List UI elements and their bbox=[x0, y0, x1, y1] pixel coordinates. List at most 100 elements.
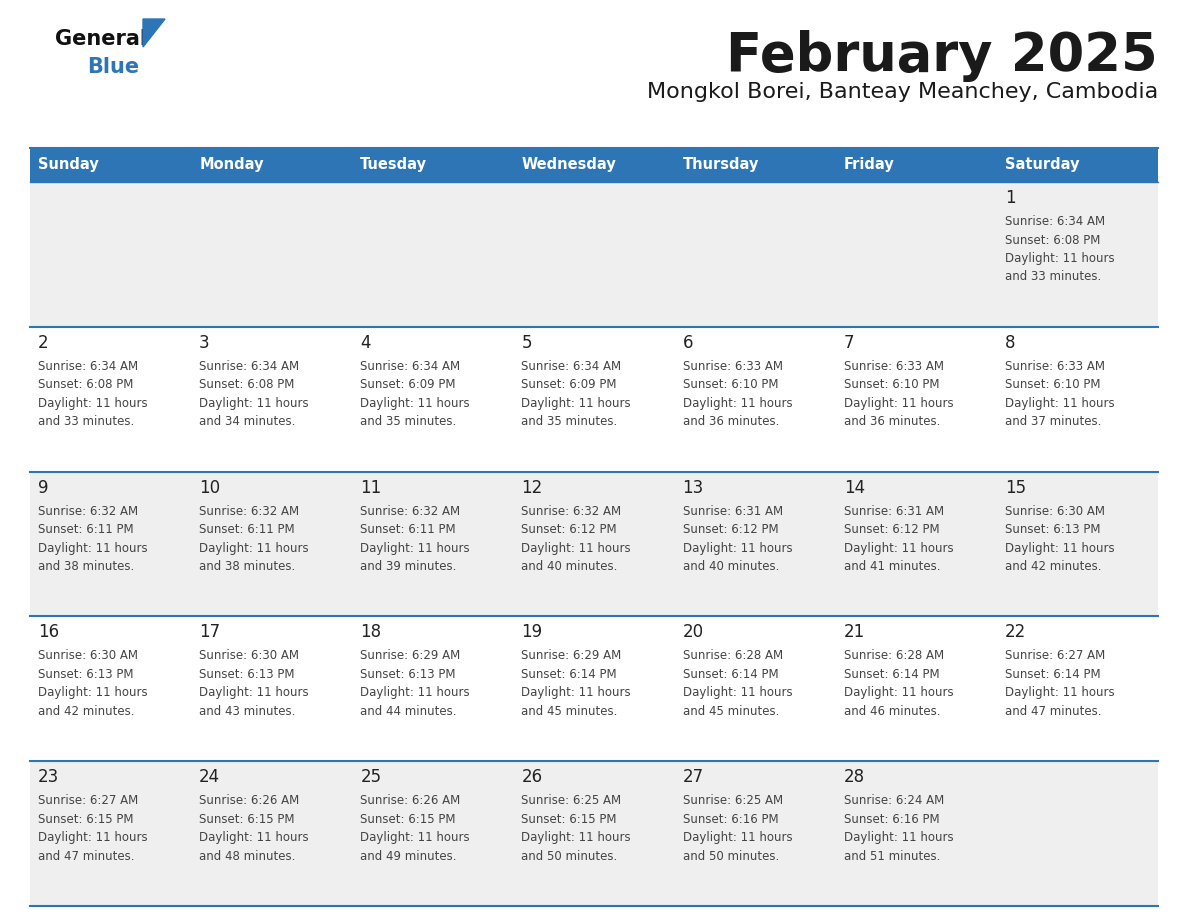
Text: and 49 minutes.: and 49 minutes. bbox=[360, 850, 456, 863]
Bar bbox=[353, 148, 513, 182]
Text: Sunrise: 6:26 AM: Sunrise: 6:26 AM bbox=[360, 794, 461, 807]
Text: Thursday: Thursday bbox=[683, 158, 759, 173]
Text: Sunset: 6:11 PM: Sunset: 6:11 PM bbox=[360, 523, 456, 536]
Text: 26: 26 bbox=[522, 768, 543, 786]
Text: and 35 minutes.: and 35 minutes. bbox=[360, 415, 456, 429]
Text: 17: 17 bbox=[200, 623, 220, 642]
Text: and 34 minutes.: and 34 minutes. bbox=[200, 415, 296, 429]
Text: Sunrise: 6:28 AM: Sunrise: 6:28 AM bbox=[683, 649, 783, 663]
Bar bbox=[675, 761, 835, 906]
Text: Daylight: 11 hours: Daylight: 11 hours bbox=[843, 687, 953, 700]
Text: Sunrise: 6:30 AM: Sunrise: 6:30 AM bbox=[1005, 505, 1105, 518]
Text: Sunset: 6:12 PM: Sunset: 6:12 PM bbox=[522, 523, 617, 536]
Bar bbox=[353, 472, 513, 616]
Text: Sunset: 6:15 PM: Sunset: 6:15 PM bbox=[522, 812, 617, 825]
Bar bbox=[513, 616, 675, 761]
Text: and 45 minutes.: and 45 minutes. bbox=[522, 705, 618, 718]
Bar bbox=[191, 472, 353, 616]
Bar bbox=[30, 761, 191, 906]
Text: Sunset: 6:16 PM: Sunset: 6:16 PM bbox=[683, 812, 778, 825]
Text: Daylight: 11 hours: Daylight: 11 hours bbox=[200, 397, 309, 409]
Text: Sunrise: 6:29 AM: Sunrise: 6:29 AM bbox=[522, 649, 621, 663]
Text: Daylight: 11 hours: Daylight: 11 hours bbox=[1005, 542, 1114, 554]
Text: Sunrise: 6:26 AM: Sunrise: 6:26 AM bbox=[200, 794, 299, 807]
Text: and 48 minutes.: and 48 minutes. bbox=[200, 850, 296, 863]
Bar bbox=[353, 327, 513, 472]
Text: Sunrise: 6:34 AM: Sunrise: 6:34 AM bbox=[38, 360, 138, 373]
Text: Daylight: 11 hours: Daylight: 11 hours bbox=[200, 542, 309, 554]
Text: Sunrise: 6:30 AM: Sunrise: 6:30 AM bbox=[200, 649, 299, 663]
Text: and 38 minutes.: and 38 minutes. bbox=[38, 560, 134, 573]
Bar bbox=[835, 148, 997, 182]
Text: Sunset: 6:11 PM: Sunset: 6:11 PM bbox=[38, 523, 133, 536]
Text: and 40 minutes.: and 40 minutes. bbox=[522, 560, 618, 573]
Text: 1: 1 bbox=[1005, 189, 1016, 207]
Text: and 37 minutes.: and 37 minutes. bbox=[1005, 415, 1101, 429]
Text: Sunset: 6:08 PM: Sunset: 6:08 PM bbox=[38, 378, 133, 391]
Text: and 43 minutes.: and 43 minutes. bbox=[200, 705, 296, 718]
Text: Daylight: 11 hours: Daylight: 11 hours bbox=[683, 397, 792, 409]
Text: Sunrise: 6:33 AM: Sunrise: 6:33 AM bbox=[683, 360, 783, 373]
Text: Daylight: 11 hours: Daylight: 11 hours bbox=[38, 831, 147, 845]
Text: Sunset: 6:12 PM: Sunset: 6:12 PM bbox=[843, 523, 940, 536]
Text: Sunrise: 6:30 AM: Sunrise: 6:30 AM bbox=[38, 649, 138, 663]
Text: Daylight: 11 hours: Daylight: 11 hours bbox=[683, 687, 792, 700]
Text: 20: 20 bbox=[683, 623, 703, 642]
Text: Sunrise: 6:33 AM: Sunrise: 6:33 AM bbox=[843, 360, 943, 373]
Bar bbox=[997, 182, 1158, 327]
Text: Daylight: 11 hours: Daylight: 11 hours bbox=[360, 397, 470, 409]
Text: Sunrise: 6:31 AM: Sunrise: 6:31 AM bbox=[843, 505, 943, 518]
Bar bbox=[997, 472, 1158, 616]
Text: Sunset: 6:13 PM: Sunset: 6:13 PM bbox=[360, 668, 456, 681]
Text: 2: 2 bbox=[38, 334, 49, 352]
Text: Sunset: 6:09 PM: Sunset: 6:09 PM bbox=[360, 378, 456, 391]
Text: Sunset: 6:09 PM: Sunset: 6:09 PM bbox=[522, 378, 617, 391]
Text: Daylight: 11 hours: Daylight: 11 hours bbox=[683, 542, 792, 554]
Bar bbox=[513, 472, 675, 616]
Text: Daylight: 11 hours: Daylight: 11 hours bbox=[522, 397, 631, 409]
Text: Sunset: 6:13 PM: Sunset: 6:13 PM bbox=[1005, 523, 1100, 536]
Bar bbox=[675, 182, 835, 327]
Bar bbox=[191, 327, 353, 472]
Text: Sunrise: 6:34 AM: Sunrise: 6:34 AM bbox=[200, 360, 299, 373]
Text: Sunset: 6:08 PM: Sunset: 6:08 PM bbox=[1005, 233, 1100, 247]
Text: and 51 minutes.: and 51 minutes. bbox=[843, 850, 940, 863]
Text: 15: 15 bbox=[1005, 478, 1026, 497]
Text: Daylight: 11 hours: Daylight: 11 hours bbox=[38, 687, 147, 700]
Text: Sunrise: 6:29 AM: Sunrise: 6:29 AM bbox=[360, 649, 461, 663]
Polygon shape bbox=[143, 19, 165, 47]
Text: Sunset: 6:10 PM: Sunset: 6:10 PM bbox=[683, 378, 778, 391]
Text: 8: 8 bbox=[1005, 334, 1016, 352]
Text: and 41 minutes.: and 41 minutes. bbox=[843, 560, 940, 573]
Bar bbox=[30, 148, 191, 182]
Text: Sunset: 6:10 PM: Sunset: 6:10 PM bbox=[1005, 378, 1100, 391]
Text: Sunrise: 6:28 AM: Sunrise: 6:28 AM bbox=[843, 649, 943, 663]
Text: and 40 minutes.: and 40 minutes. bbox=[683, 560, 779, 573]
Text: Daylight: 11 hours: Daylight: 11 hours bbox=[38, 397, 147, 409]
Text: 23: 23 bbox=[38, 768, 59, 786]
Text: Blue: Blue bbox=[87, 57, 139, 77]
Text: and 45 minutes.: and 45 minutes. bbox=[683, 705, 779, 718]
Text: and 35 minutes.: and 35 minutes. bbox=[522, 415, 618, 429]
Bar bbox=[30, 472, 191, 616]
Bar bbox=[675, 148, 835, 182]
Bar bbox=[353, 182, 513, 327]
Bar bbox=[835, 182, 997, 327]
Text: and 38 minutes.: and 38 minutes. bbox=[200, 560, 296, 573]
Text: 22: 22 bbox=[1005, 623, 1026, 642]
Bar bbox=[191, 616, 353, 761]
Bar bbox=[513, 148, 675, 182]
Bar bbox=[513, 327, 675, 472]
Text: Sunrise: 6:32 AM: Sunrise: 6:32 AM bbox=[522, 505, 621, 518]
Bar bbox=[997, 761, 1158, 906]
Bar bbox=[675, 327, 835, 472]
Text: Sunrise: 6:31 AM: Sunrise: 6:31 AM bbox=[683, 505, 783, 518]
Text: Sunrise: 6:32 AM: Sunrise: 6:32 AM bbox=[200, 505, 299, 518]
Text: Saturday: Saturday bbox=[1005, 158, 1080, 173]
Text: Sunset: 6:12 PM: Sunset: 6:12 PM bbox=[683, 523, 778, 536]
Bar bbox=[30, 616, 191, 761]
Text: Sunset: 6:14 PM: Sunset: 6:14 PM bbox=[683, 668, 778, 681]
Text: 19: 19 bbox=[522, 623, 543, 642]
Text: and 46 minutes.: and 46 minutes. bbox=[843, 705, 940, 718]
Text: Daylight: 11 hours: Daylight: 11 hours bbox=[1005, 252, 1114, 265]
